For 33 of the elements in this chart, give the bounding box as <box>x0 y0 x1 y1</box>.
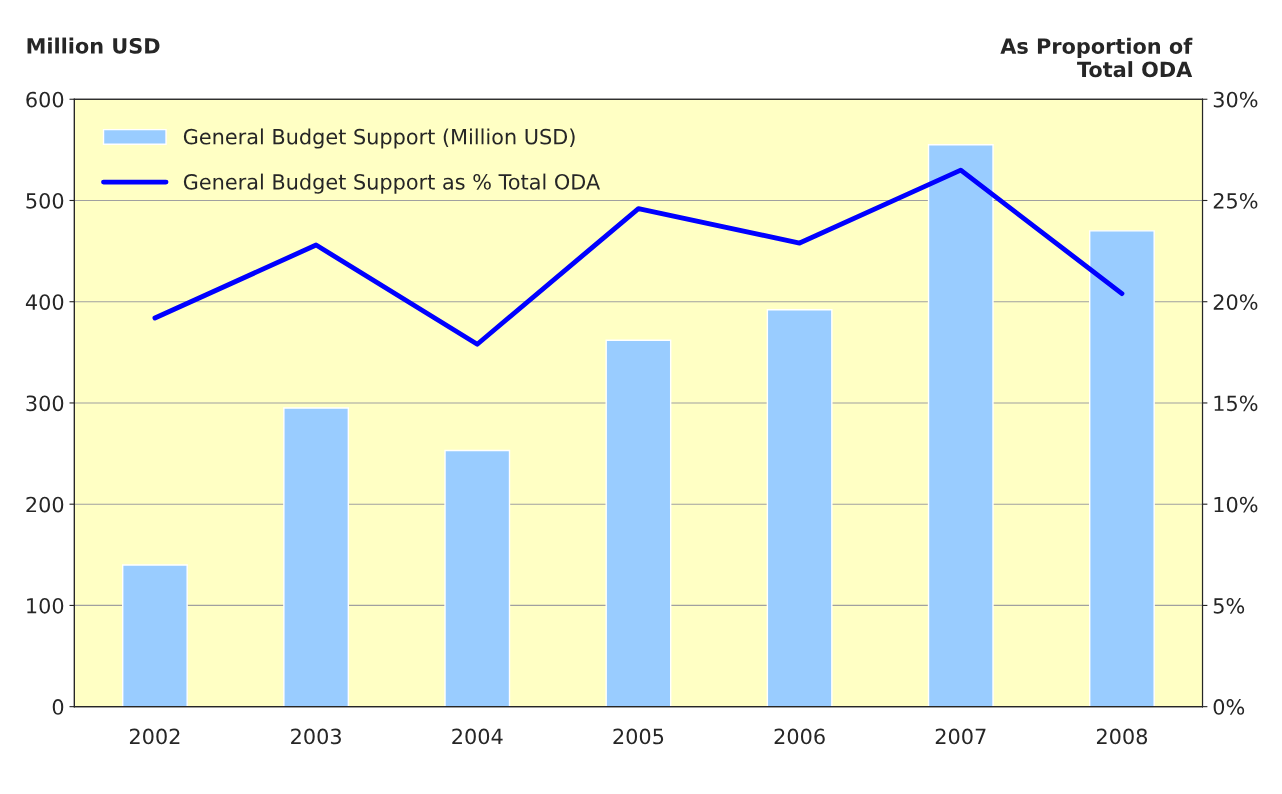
y-tick-label: 200 <box>26 496 64 513</box>
y-tick-label: 400 <box>25 294 64 310</box>
bar <box>283 407 350 707</box>
line-series <box>152 167 1125 347</box>
y-tick-label: 100 <box>27 597 64 614</box>
y2-tick-label: 30% <box>1213 91 1258 108</box>
legend-label: General Budget Support (Million USD) <box>183 128 575 149</box>
y2-tick-label: 15% <box>1214 395 1258 412</box>
x-tick-label: 2002 <box>129 728 180 745</box>
y2-tick-label: 25% <box>1213 192 1258 209</box>
y2-tick-label: 0% <box>1213 699 1245 715</box>
y-tick-label: 500 <box>26 192 64 209</box>
y2-tick-label: 10% <box>1214 496 1258 513</box>
x-tick-label: 2003 <box>291 728 341 745</box>
bar <box>927 144 994 707</box>
y-tick-label: 300 <box>26 395 64 412</box>
y2-axis-title: As Proportion of Total ODA <box>1000 37 1193 78</box>
bar <box>1089 230 1155 707</box>
x-tick-label: 2004 <box>452 728 503 745</box>
bar <box>605 339 672 707</box>
legend-label: General Budget Support as % Total ODA <box>183 173 601 194</box>
y2-tick-label: 5% <box>1213 597 1245 614</box>
y-tick-label: 0 <box>52 699 64 715</box>
y-axis-title: Million USD <box>27 37 160 54</box>
bar <box>766 309 833 707</box>
x-tick-label: 2008 <box>1096 728 1148 745</box>
bar <box>122 564 188 707</box>
y-tick-label: 600 <box>26 91 64 108</box>
x-tick-label: 2006 <box>774 728 825 745</box>
x-tick-label: 2005 <box>613 728 664 745</box>
y2-tick-label: 20% <box>1213 294 1258 310</box>
bar <box>444 449 511 707</box>
x-tick-label: 2007 <box>935 728 986 745</box>
